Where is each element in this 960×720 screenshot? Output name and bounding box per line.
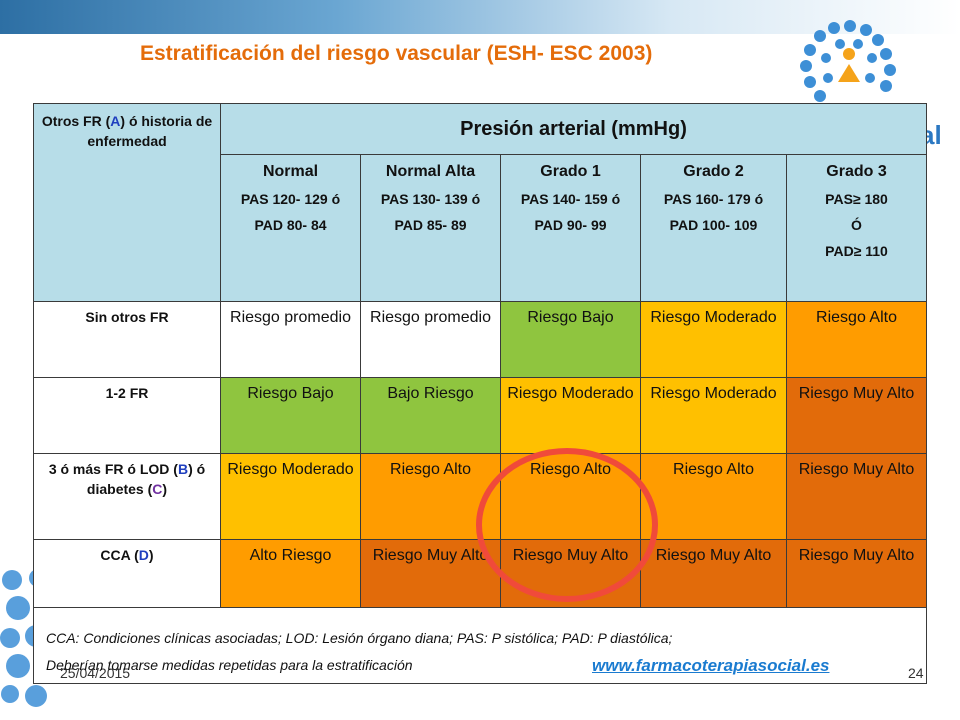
bp-range-text: PAS 130- 139 ó (380, 191, 481, 207)
risk-factor-label: CCA (D) (33, 539, 221, 608)
risk-text: Riesgo Muy Alto (798, 547, 915, 564)
risk-text: Riesgo Alto (673, 461, 754, 478)
risk-cell: Riesgo Alto (360, 453, 501, 540)
reference-letter: A (110, 113, 121, 129)
risk-factor-label: Sin otros FR (33, 301, 221, 378)
risk-row: 3 ó más FR ó LOD (B) ó diabetes (C) Riesg… (33, 453, 927, 540)
bp-grade-name: Grado 1 (540, 163, 601, 180)
risk-row: 1-2 FR Riesgo Bajo Bajo Riesgo Riesgo Moder… (33, 377, 927, 454)
risk-text: Bajo Riesgo (387, 385, 474, 402)
bp-range-text: PAS 120- 129 ó (240, 191, 341, 207)
risk-cell: Riesgo promedio (220, 301, 361, 378)
bp-grade-name: Normal (262, 163, 319, 180)
bp-range-text: PAD≥ 110 (825, 243, 888, 259)
risk-text: Riesgo promedio (230, 309, 351, 326)
risk-text: Riesgo Moderado (227, 461, 354, 478)
bp-range-text: PAS 160- 179 ó (663, 191, 764, 207)
reference-letter: D (138, 547, 149, 563)
risk-text: Riesgo promedio (370, 309, 491, 326)
footnote-cell (33, 607, 927, 684)
bp-range-text: Ó (851, 217, 862, 233)
risk-factor-header: Otros FR (A) ó historia de enfermedad (33, 103, 221, 302)
risk-row: Sin otros FR Riesgo promedio Riesgo promed… (33, 301, 927, 378)
risk-cell: Alto Riesgo (220, 539, 361, 608)
bp-grade-cell: Grado 2 PAS 160- 179 ó PAD 100- 109 (640, 154, 787, 302)
risk-cell: Riesgo Alto (786, 301, 927, 378)
risk-cell: Riesgo Muy Alto (786, 453, 927, 540)
risk-text: Riesgo Muy Alto (512, 547, 629, 564)
footnote-recommendation: Deberían tomarse medidas repetidas para … (46, 657, 413, 673)
label-text: Otros FR ( (41, 113, 111, 129)
bp-grade-cell: Normal Alta PAS 130- 139 ó PAD 85- 89 (360, 154, 501, 302)
risk-text: Riesgo Alto (530, 461, 611, 478)
bp-range-text: PAD 90- 99 (534, 217, 607, 233)
risk-cell: Riesgo Alto (640, 453, 787, 540)
label-text: 3 ó más FR ó LOD ( (48, 461, 178, 477)
risk-text: Riesgo Moderado (650, 385, 777, 402)
risk-cell: Riesgo Moderado (500, 377, 641, 454)
risk-cell: Riesgo Moderado (640, 301, 787, 378)
organization-logo-icon (800, 20, 896, 102)
bp-range-text: PAD 85- 89 (394, 217, 467, 233)
bp-grade-cell: Grado 1 PAS 140- 159 ó PAD 90- 99 (500, 154, 641, 302)
risk-text: Riesgo Bajo (527, 309, 614, 326)
label-text: Sin otros FR (85, 309, 169, 325)
risk-cell: Riesgo promedio (360, 301, 501, 378)
bp-grade-name: Normal Alta (385, 163, 476, 180)
bp-range-text: PAD 100- 109 (669, 217, 758, 233)
website-link[interactable]: www.farmacoterapiasocial.es (592, 656, 830, 675)
label-text: ) (148, 547, 154, 563)
label-text: ) (162, 481, 168, 497)
risk-text: Riesgo Alto (816, 309, 897, 326)
risk-row: CCA (D) Alto Riesgo Riesgo Muy Alto Riesgo … (33, 539, 927, 608)
risk-cell: Riesgo Muy Alto (500, 539, 641, 608)
label-text: CCA ( (100, 547, 139, 563)
blood-pressure-header: Presión arterial (mmHg) (220, 103, 927, 155)
risk-text: Riesgo Muy Alto (798, 385, 915, 402)
risk-text: Riesgo Muy Alto (798, 461, 915, 478)
risk-text: Riesgo Moderado (650, 309, 777, 326)
reference-letter: C (152, 481, 163, 497)
risk-cell: Riesgo Muy Alto (786, 377, 927, 454)
risk-text: Riesgo Bajo (247, 385, 334, 402)
risk-cell: Riesgo Moderado (220, 453, 361, 540)
risk-cell: Riesgo Muy Alto (360, 539, 501, 608)
bp-grade-cell: Normal PAS 120- 129 ó PAD 80- 84 (220, 154, 361, 302)
risk-text: Riesgo Alto (390, 461, 471, 478)
risk-stratification-table: Otros FR (A) ó historia de enfermedad Pr… (33, 103, 927, 684)
bp-range-text: PAS 140- 159 ó (520, 191, 621, 207)
slide-date: 25/04/2015 (60, 665, 131, 681)
risk-text: Riesgo Muy Alto (372, 547, 489, 564)
risk-cell: Riesgo Muy Alto (640, 539, 787, 608)
slide-title: Estratificación del riesgo vascular (ESH… (140, 42, 653, 65)
bp-range-text: PAS≥ 180 (825, 191, 888, 207)
risk-text: Alto Riesgo (249, 547, 332, 564)
reference-letter: B (177, 461, 189, 477)
risk-factor-label: 3 ó más FR ó LOD (B) ó diabetes (C) (33, 453, 221, 540)
risk-text: Riesgo Moderado (507, 385, 634, 402)
bp-grade-name: Grado 3 (826, 163, 887, 180)
risk-cell: Bajo Riesgo (360, 377, 501, 454)
label-text: 1-2 FR (105, 385, 149, 401)
bp-range-text: PAD 80- 84 (254, 217, 327, 233)
risk-cell: Riesgo Bajo (500, 301, 641, 378)
risk-cell: Riesgo Moderado (640, 377, 787, 454)
page-number: 24 (908, 665, 924, 681)
label-text: ) ó historia de enfermedad (87, 113, 213, 149)
bp-grade-cell: Grado 3 PAS≥ 180 Ó PAD≥ 110 (786, 154, 927, 302)
risk-factor-label: 1-2 FR (33, 377, 221, 454)
risk-text: Riesgo Muy Alto (655, 547, 772, 564)
footnote-abbreviations: CCA: Condiciones clínicas asociadas; LOD… (46, 630, 673, 646)
label-text: ) ó diabetes ( (86, 461, 206, 497)
bp-grades-row: Normal PAS 120- 129 ó PAD 80- 84 Normal Alt… (34, 154, 927, 302)
bp-grade-name: Grado 2 (683, 163, 744, 180)
top-banner (0, 0, 960, 34)
risk-cell: Riesgo Bajo (220, 377, 361, 454)
highlight-circle-annotation (476, 448, 658, 602)
risk-cell: Riesgo Muy Alto (786, 539, 927, 608)
